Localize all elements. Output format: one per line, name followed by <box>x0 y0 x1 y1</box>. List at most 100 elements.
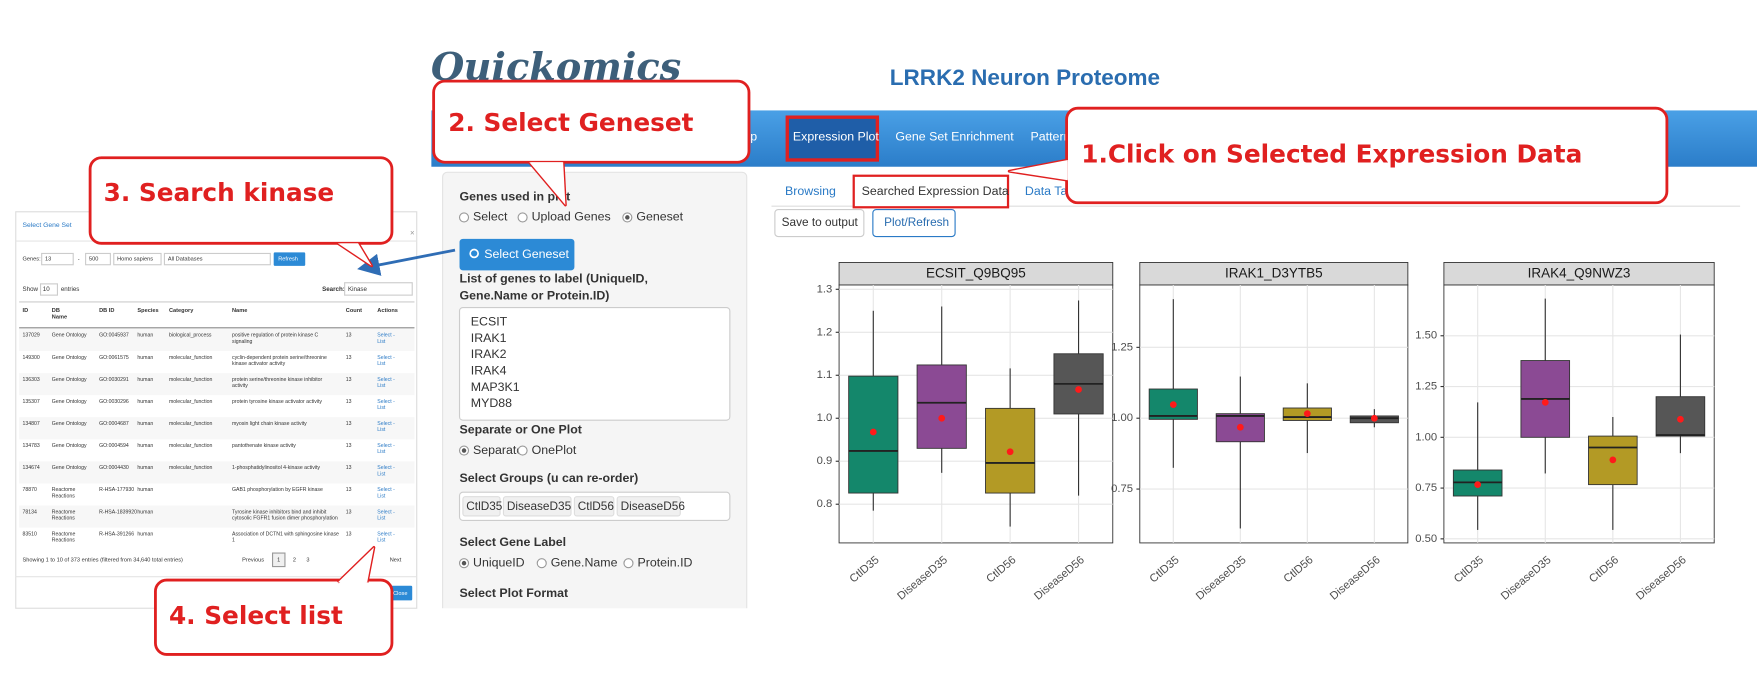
x-tick-label: CtlD56 <box>1282 554 1316 585</box>
tab[interactable]: Browsing <box>785 184 836 198</box>
radio-label[interactable]: Protein.ID <box>637 555 692 569</box>
radio[interactable] <box>517 212 528 223</box>
pointer-arrow <box>357 248 456 276</box>
y-tick-label: 1.0 <box>817 412 833 424</box>
action-link[interactable]: Select - List <box>377 377 396 389</box>
table-cell: human <box>137 333 153 339</box>
action-link[interactable]: Select - List <box>377 443 396 455</box>
button[interactable] <box>872 208 956 238</box>
button[interactable] <box>273 252 306 266</box>
page-link[interactable]: 1 <box>277 557 280 563</box>
radio[interactable] <box>623 558 634 569</box>
select-value: All Databases <box>168 257 203 263</box>
mean-point <box>1006 448 1014 456</box>
select-value: Homo sapiens <box>117 257 153 263</box>
radio[interactable] <box>536 558 547 569</box>
action-link[interactable]: Select - List <box>377 466 396 478</box>
y-tick-label: 1.50 <box>1415 330 1437 342</box>
sidebar-cut <box>439 608 755 631</box>
radio-label[interactable]: Upload Genes <box>532 210 611 224</box>
mean-point <box>1075 386 1082 393</box>
button-label[interactable]: Select Geneset <box>484 247 569 261</box>
table-cell: human <box>137 421 153 427</box>
table-cell: human <box>137 355 153 361</box>
radio[interactable] <box>458 212 470 223</box>
panel-title: ECSIT_Q9BQ95 <box>926 265 1026 280</box>
search-input[interactable] <box>344 282 413 296</box>
table-cell: Gene Ontology <box>52 443 87 449</box>
button-label[interactable]: Close <box>393 591 407 597</box>
table-cell: GO:0061575 <box>99 355 129 361</box>
textarea[interactable] <box>458 306 731 421</box>
nav-item[interactable]: Gene Set Enrichment <box>895 130 1014 144</box>
table-cell: GO:0045937 <box>99 333 129 339</box>
mean-point <box>1474 481 1482 489</box>
table-cell: protein tyrosine kinase activator activi… <box>232 399 322 405</box>
column-header[interactable]: Count <box>346 308 362 314</box>
action-link[interactable]: Select - List <box>377 510 396 522</box>
label: List of genes to label (UniqueID, Gene.N… <box>460 272 652 303</box>
column-header[interactable]: Category <box>169 308 194 314</box>
button-label[interactable]: Save to output <box>782 215 859 229</box>
group-tag[interactable] <box>502 496 572 517</box>
action-link[interactable]: Select - List <box>377 421 396 433</box>
group-tag-label: CtlD35 <box>466 499 503 513</box>
page-link[interactable]: Next <box>390 557 402 563</box>
action-link[interactable]: Select - List <box>377 333 396 345</box>
input[interactable] <box>85 252 111 266</box>
select[interactable] <box>113 252 162 266</box>
mean-point <box>1609 456 1617 464</box>
page-link[interactable]: 2 <box>293 557 296 563</box>
button-label[interactable]: Plot/Refresh <box>884 215 949 229</box>
column-header[interactable]: DB ID <box>99 308 114 314</box>
nav-item[interactable]: Pattern <box>1031 130 1071 144</box>
radio[interactable] <box>517 445 528 456</box>
radio-label[interactable]: Separate <box>473 443 523 457</box>
action-link[interactable]: Select - List <box>377 355 396 367</box>
radio-label[interactable]: Select <box>473 210 508 224</box>
radio-label[interactable]: OnePlot <box>532 443 577 457</box>
table-cell: GO:0004687 <box>99 421 129 427</box>
group-tag[interactable] <box>462 496 501 517</box>
action-link[interactable]: Select - List <box>377 488 396 500</box>
table-cell: R-HSA-177930 <box>99 488 134 494</box>
page-link[interactable]: 3 <box>306 557 309 563</box>
radio-label[interactable]: Geneset <box>636 210 683 224</box>
table-cell: Association of DCTN1 with sphingosine ki… <box>232 532 340 544</box>
button[interactable] <box>774 208 865 238</box>
column-header[interactable]: ID <box>23 308 29 314</box>
group-tag[interactable] <box>616 496 681 517</box>
group-tag[interactable] <box>573 496 615 517</box>
label: Separate or One Plot <box>460 423 582 437</box>
table-cell: 1-phosphatidylinositol 4-kinase activity <box>232 466 320 472</box>
callout-text: 2. Select Geneset <box>448 108 693 137</box>
radio-label[interactable]: Gene.Name <box>551 555 618 569</box>
button-label[interactable]: Refresh <box>278 257 298 263</box>
select[interactable] <box>39 283 59 296</box>
column-header[interactable]: Actions <box>377 308 398 314</box>
table-cell: 13 <box>346 421 352 427</box>
column-header[interactable]: Name <box>232 308 247 314</box>
action-link[interactable]: Select - List <box>377 399 396 411</box>
input[interactable] <box>41 252 74 266</box>
callout-box <box>432 79 751 164</box>
button[interactable] <box>459 238 575 271</box>
page-link[interactable]: Previous <box>242 557 264 563</box>
action-link[interactable]: Select - List <box>377 532 396 544</box>
table-cell: 13 <box>346 466 352 472</box>
column-header[interactable]: Species <box>137 308 158 314</box>
select[interactable] <box>163 252 271 266</box>
column-header[interactable]: DB Name <box>52 308 67 321</box>
callout-box <box>88 156 394 245</box>
table-cell: 78134 <box>23 510 38 516</box>
mean-point <box>869 428 877 436</box>
mean-point <box>938 414 946 422</box>
radio-label[interactable]: UniqueID <box>473 555 525 569</box>
button[interactable] <box>389 585 413 601</box>
tab[interactable]: Searched Expression Data <box>862 184 1009 198</box>
nav-item[interactable]: Expression Plot <box>793 130 880 144</box>
callout-tail-cover <box>337 547 374 583</box>
dialog-x[interactable]: × <box>410 228 415 237</box>
label: Genes used in plot <box>460 189 571 203</box>
